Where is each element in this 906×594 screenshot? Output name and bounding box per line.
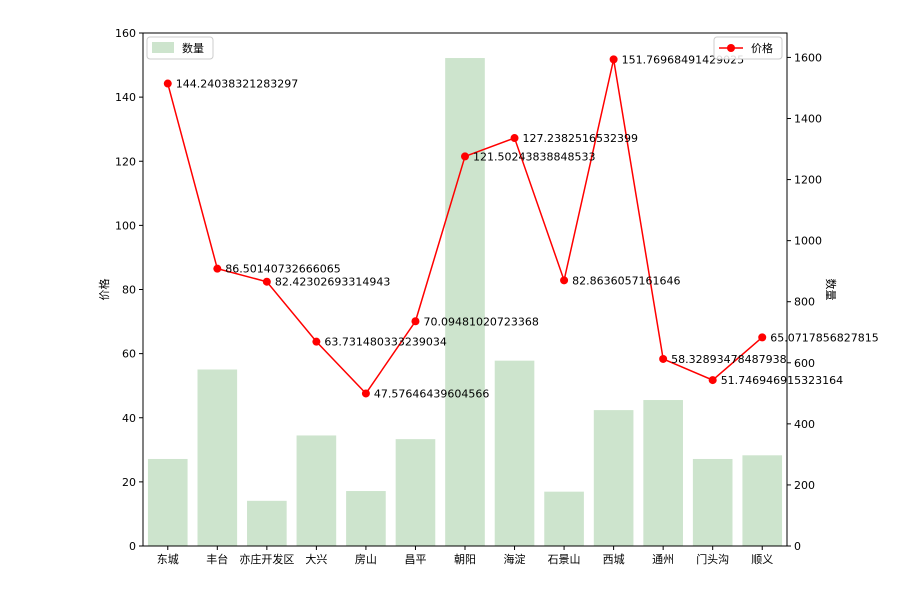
price-data-label: 127.2382516532399 [523,132,638,145]
axes: 0204060801001201401600200400600800100012… [97,27,837,566]
bar-东城 [147,458,188,546]
price-data-label: 82.42302693314943 [275,276,390,289]
price-point-西城 [609,55,618,64]
price-data-label: 121.50243838848533 [473,150,595,163]
x-tick-label: 昌平 [404,553,426,566]
price-point-昌平 [411,317,420,326]
price-point-亦庄开发区 [262,277,271,286]
x-tick-label: 大兴 [305,552,327,566]
left-tick-label: 80 [122,284,136,297]
left-tick-label: 20 [122,476,136,489]
bar-legend-swatch [152,42,174,53]
bar-石景山 [544,491,584,546]
right-axis-label: 数量 [824,279,837,301]
price-point-门头沟 [708,376,717,385]
price-point-丰台 [213,264,222,273]
left-tick-label: 60 [122,348,136,361]
right-tick-label: 800 [794,296,815,309]
right-tick-label: 400 [794,418,815,431]
x-tick-label: 海淀 [504,552,526,566]
right-tick-label: 0 [794,540,801,553]
x-tick-label: 西城 [603,553,625,566]
price-data-label: 86.50140732666065 [225,263,340,276]
bar-西城 [593,410,634,546]
bar-房山 [346,491,386,546]
price-data-label: 58.32893478487938 [671,353,786,366]
bar-朝阳 [445,58,485,546]
left-tick-label: 0 [129,540,136,553]
price-data-label: 70.09481020723368 [423,315,538,328]
price-data-label: 47.57646439604566 [374,387,489,400]
x-tick-label: 东城 [157,553,179,566]
price-point-顺义 [758,333,767,342]
left-tick-label: 100 [115,219,136,232]
x-tick-label: 丰台 [206,552,228,566]
x-tick-label: 顺义 [751,553,773,566]
left-tick-label: 40 [122,412,136,425]
price-data-label: 151.76968491429025 [622,53,744,66]
bar-series [147,58,783,547]
bar-通州 [643,400,683,546]
x-tick-label: 朝阳 [454,553,476,566]
bar-顺义 [742,455,783,546]
price-point-房山 [361,389,370,398]
left-tick-label: 140 [115,91,136,104]
bar-legend-label: 数量 [182,42,204,55]
bar-海淀 [494,360,535,546]
price-point-大兴 [312,337,321,346]
x-tick-label: 亦庄开发区 [239,552,294,566]
price-point-东城 [163,79,172,88]
left-tick-label: 160 [115,27,136,40]
bar-丰台 [197,369,238,546]
line-legend-box [713,36,783,60]
right-tick-label: 600 [794,357,815,370]
line-series: 144.24038321283297 86.5014073266606582.42… [163,53,879,400]
price-point-通州 [659,354,668,363]
right-tick-label: 1400 [794,113,822,126]
right-tick-label: 200 [794,479,815,492]
right-tick-label: 1600 [794,51,822,64]
price-data-label: 65.0717856827815 [770,331,878,344]
price-data-label: 82.8636057161646 [572,274,680,287]
line-legend-marker [727,44,735,52]
x-tick-label: 石景山 [548,553,581,566]
left-axis-label: 价格 [97,279,111,301]
left-tick-label: 120 [115,155,136,168]
x-tick-label: 房山 [355,553,377,566]
right-tick-label: 1200 [794,174,822,187]
bar-昌平 [395,439,436,547]
right-tick-label: 1000 [794,235,822,248]
x-tick-label: 通州 [652,553,674,566]
line-legend-label: 价格 [751,41,773,55]
bar-亦庄开发区 [247,500,287,546]
price-data-label: 51.746946915323164 [721,374,843,387]
price-point-朝阳 [461,152,469,161]
x-tick-label: 门头沟 [696,552,729,566]
price-data-label: 63.731480333239034 [324,336,446,349]
bar-大兴 [296,435,337,546]
legends: 数量 价格 [146,36,783,60]
price-point-海淀 [510,134,519,143]
price-point-石景山 [560,276,569,285]
price-data-label: 144.24038321283297 [176,78,298,91]
bar-门头沟 [692,458,733,546]
